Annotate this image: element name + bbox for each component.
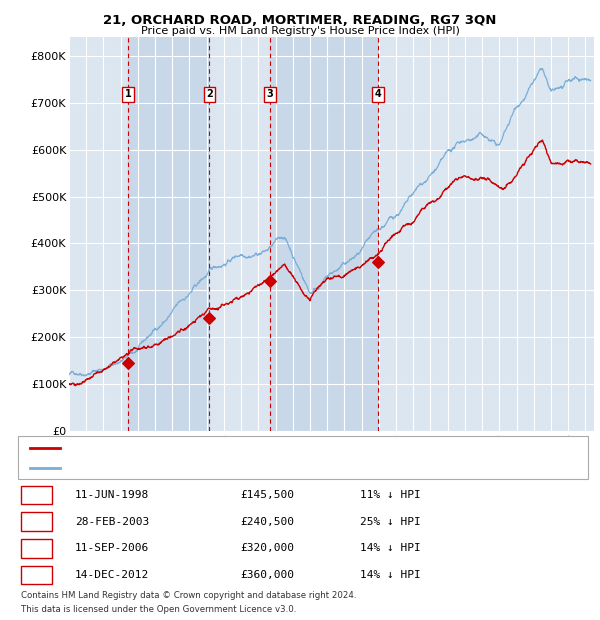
Text: 11% ↓ HPI: 11% ↓ HPI xyxy=(360,490,421,500)
Text: 14% ↓ HPI: 14% ↓ HPI xyxy=(360,543,421,554)
Text: 11-JUN-1998: 11-JUN-1998 xyxy=(75,490,149,500)
Text: £240,500: £240,500 xyxy=(240,516,294,527)
Text: Contains HM Land Registry data © Crown copyright and database right 2024.: Contains HM Land Registry data © Crown c… xyxy=(21,591,356,601)
Text: HPI: Average price, detached house, West Berkshire: HPI: Average price, detached house, West… xyxy=(63,463,322,473)
Text: 4: 4 xyxy=(374,89,382,99)
Text: 28-FEB-2003: 28-FEB-2003 xyxy=(75,516,149,527)
Text: Price paid vs. HM Land Registry's House Price Index (HPI): Price paid vs. HM Land Registry's House … xyxy=(140,26,460,36)
Bar xyxy=(270,37,378,431)
Text: This data is licensed under the Open Government Licence v3.0.: This data is licensed under the Open Gov… xyxy=(21,605,296,614)
Text: 25% ↓ HPI: 25% ↓ HPI xyxy=(360,516,421,527)
Text: £320,000: £320,000 xyxy=(240,543,294,554)
Bar xyxy=(128,37,209,431)
Text: 1: 1 xyxy=(125,89,131,99)
Point xyxy=(124,358,133,368)
Text: 14% ↓ HPI: 14% ↓ HPI xyxy=(360,570,421,580)
Text: 14-DEC-2012: 14-DEC-2012 xyxy=(75,570,149,580)
Text: 4: 4 xyxy=(32,570,41,580)
Text: 3: 3 xyxy=(267,89,274,99)
Point xyxy=(373,257,383,267)
Text: 11-SEP-2006: 11-SEP-2006 xyxy=(75,543,149,554)
Point xyxy=(265,276,275,286)
Text: 21, ORCHARD ROAD, MORTIMER, READING, RG7 3QN: 21, ORCHARD ROAD, MORTIMER, READING, RG7… xyxy=(103,14,497,27)
Point xyxy=(205,313,214,323)
Text: 2: 2 xyxy=(206,89,213,99)
Text: 1: 1 xyxy=(33,490,40,500)
Text: £360,000: £360,000 xyxy=(240,570,294,580)
Text: 2: 2 xyxy=(33,516,40,527)
Text: £145,500: £145,500 xyxy=(240,490,294,500)
Text: 3: 3 xyxy=(33,543,40,554)
Text: 21, ORCHARD ROAD, MORTIMER, READING, RG7 3QN (detached house): 21, ORCHARD ROAD, MORTIMER, READING, RG7… xyxy=(63,443,419,453)
